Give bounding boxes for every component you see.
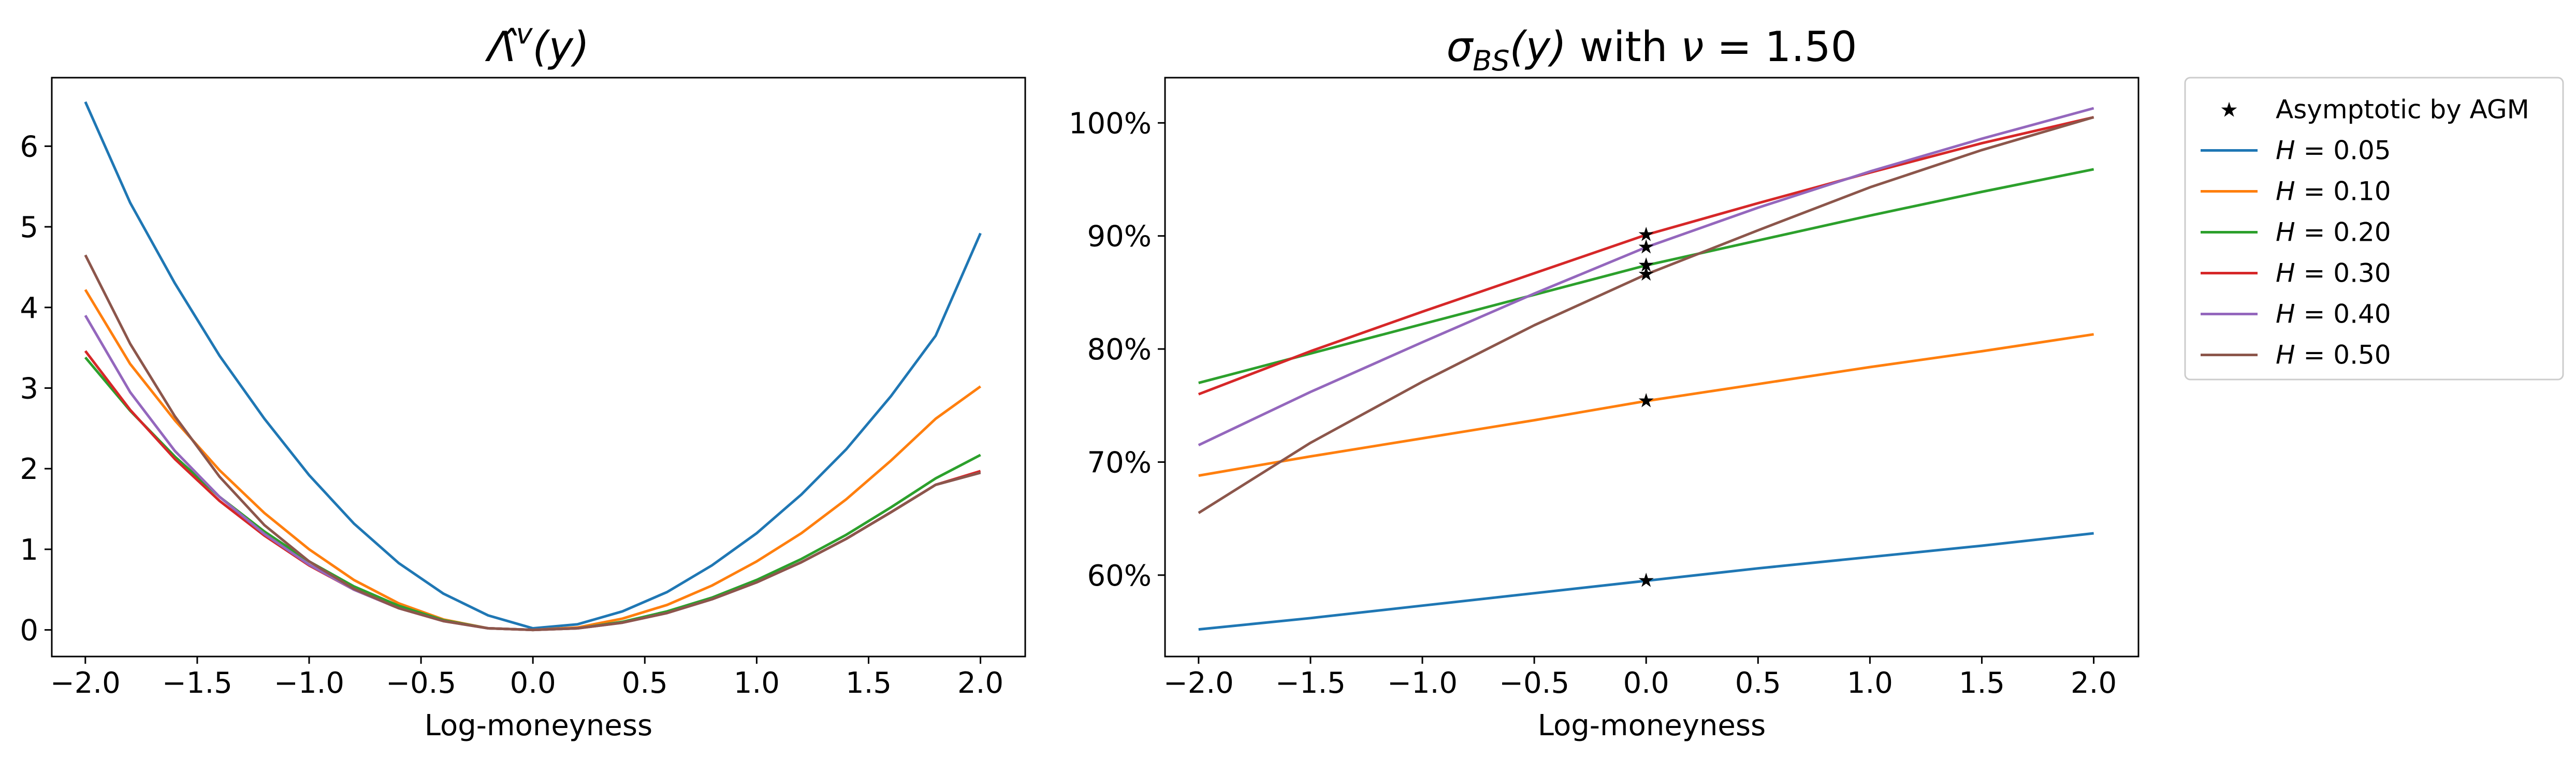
y-tick-label-left: 0 (20, 614, 38, 648)
x-tick-label-right: −2.0 (1163, 666, 1234, 700)
y-tick-label-left: 6 (20, 130, 38, 164)
series-line-left-h-0-10 (84, 289, 982, 632)
x-tick-label-left: −2.0 (50, 666, 121, 700)
legend-label-h-0-05: H = 0.05 (2276, 136, 2391, 166)
y-tick-label-right: 100% (1069, 107, 1152, 140)
x-tick-label-left: −1.5 (162, 666, 232, 700)
x-axis-label-left: Log-moneyness (425, 709, 652, 742)
asymptotic-marker-4: ★ (1637, 236, 1655, 258)
legend-label-h-0-20: H = 0.20 (2276, 217, 2391, 247)
x-tick-label-right: 0.0 (1623, 666, 1669, 700)
series-line-left-h-0-50 (84, 254, 981, 632)
x-tick-label-right: 0.5 (1735, 666, 1781, 700)
legend-marker-star-icon: ★ (2220, 98, 2238, 122)
x-tick-label-left: 1.5 (846, 666, 892, 700)
asymptotic-marker-5: ★ (1637, 263, 1655, 285)
series-line-right-h-0-30 (1198, 115, 2094, 396)
x-tick-label-right: −1.5 (1275, 666, 1346, 700)
y-tick-label-right: 80% (1087, 333, 1152, 367)
chart-title-left: Λ̂v(y) (485, 18, 589, 71)
series-line-left-h-0-05 (84, 101, 982, 630)
legend: ★ Asymptotic by AGM H = 0.05 H = 0.10 H = 0.… (2184, 77, 2564, 381)
series-line-left-h-0-40 (84, 315, 981, 632)
legend-label-h-0-40: H = 0.40 (2276, 299, 2391, 329)
y-tick-label-left: 3 (20, 372, 38, 405)
x-tick-label-left: 0.0 (510, 666, 556, 700)
asymptotic-marker-1: ★ (1637, 389, 1655, 412)
chart-title-right: σBS(y) with ν = 1.50 (1446, 23, 1857, 77)
y-tick-label-left: 4 (20, 291, 38, 325)
x-tick-label-left: 1.0 (734, 666, 780, 700)
x-tick-label-left: −0.5 (386, 666, 456, 700)
asymptotic-marker-0: ★ (1637, 569, 1655, 592)
x-tick-label-left: −1.0 (274, 666, 344, 700)
asymptotic-marker-2: ★ (1637, 253, 1655, 276)
asymptotic-marker-3: ★ (1637, 223, 1655, 246)
legend-label-asymptotic: Asymptotic by AGM (2276, 95, 2529, 125)
y-tick-label-right: 60% (1087, 559, 1152, 593)
x-axis-label-right: Log-moneyness (1538, 709, 1766, 742)
series-line-right-h-0-40 (1198, 107, 2094, 446)
chart-panel-left: Λ̂v(y) −2.0 −1.5 −1.0 −0.5 0.0 0.5 1.0 1.5 2.0 0 1… (20, 18, 1026, 742)
x-tick-label-right: 2.0 (2071, 666, 2117, 700)
y-tick-label-left: 2 (20, 453, 38, 486)
series-line-left-h-0-20 (84, 356, 981, 632)
y-tick-label-left: 5 (20, 211, 38, 244)
axes-frame-right (1164, 77, 2140, 658)
series-line-right-h-0-10 (1198, 333, 2094, 477)
chart-panel-right: σBS(y) with ν = 1.50 ★★★★★★−2.0 −1.5 −1.0−… (1069, 23, 2140, 742)
x-tick-label-right: −1.0 (1387, 666, 1458, 700)
x-tick-label-right: 1.0 (1847, 666, 1893, 700)
x-tick-label-left: 0.5 (622, 666, 668, 700)
plot-area-right: ★★★★★★−2.0 −1.5 −1.0 −0.5 0.0 0.5 1.0 1.5 2.060%… (1069, 77, 2140, 700)
y-tick-label-right: 90% (1087, 220, 1152, 254)
x-tick-label-right: −0.5 (1499, 666, 1569, 700)
legend-frame (2184, 77, 2564, 381)
series-line-right-h-0-20 (1198, 168, 2094, 385)
legend-label-h-0-30: H = 0.30 (2276, 258, 2391, 288)
x-tick-label-right: 1.5 (1959, 666, 2005, 700)
legend-label-h-0-50: H = 0.50 (2276, 340, 2391, 370)
series-line-left-h-0-30 (84, 350, 981, 632)
legend-label-h-0-10: H = 0.10 (2276, 177, 2391, 207)
series-line-right-h-0-50 (1198, 116, 2094, 514)
y-tick-label-left: 1 (20, 533, 38, 567)
axes-frame-left (51, 77, 1026, 658)
series-line-right-h-0-05 (1198, 532, 2094, 631)
y-tick-label-right: 70% (1087, 446, 1152, 479)
plot-area-left: −2.0 −1.5 −1.0 −0.5 0.0 0.5 1.0 1.5 2.0 0 1 2 3 4 5 6 (20, 77, 1026, 700)
x-tick-label-left: 2.0 (957, 666, 1003, 700)
